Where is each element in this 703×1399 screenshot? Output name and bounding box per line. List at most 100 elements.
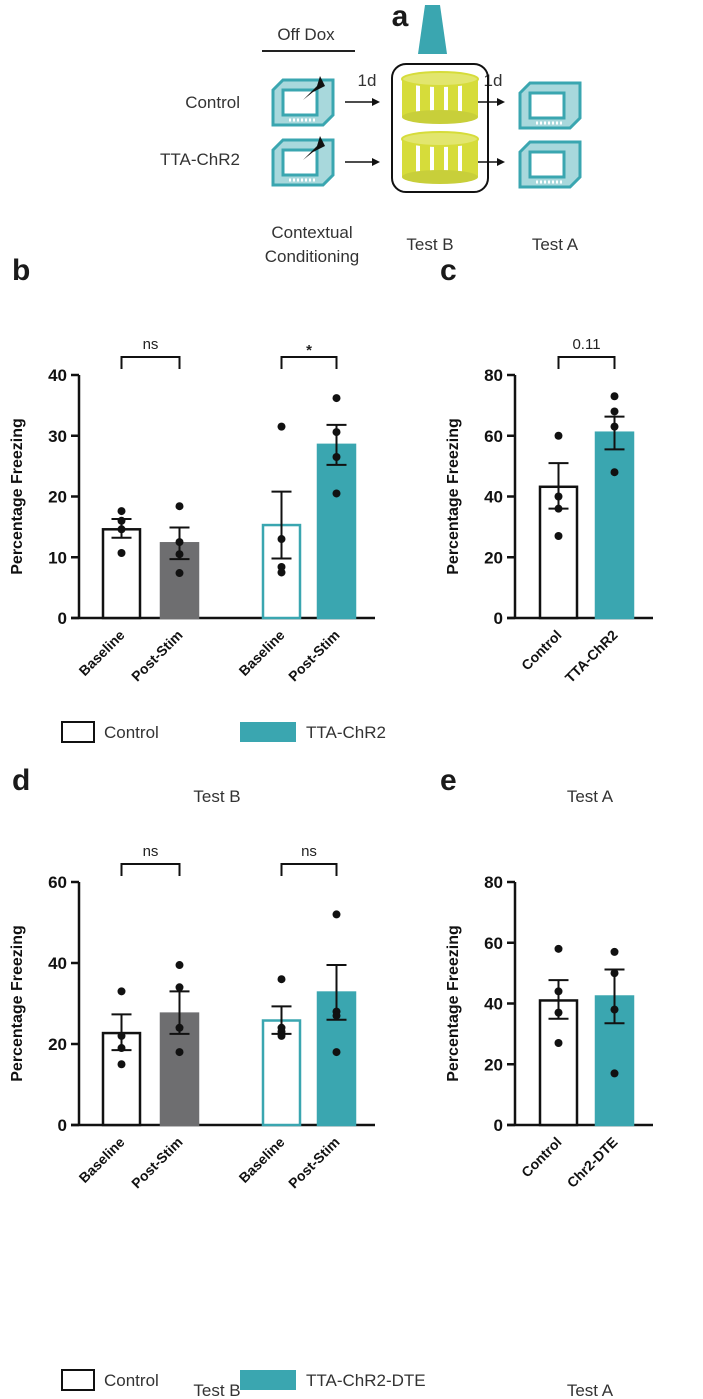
chart-title: Test B [193,787,240,806]
light-cone-icon [418,5,447,54]
data-point [332,1048,341,1057]
stage-label-test-a: Test A [532,235,579,254]
x-tick-label: TTA-ChR2 [562,627,621,686]
significance-label: * [306,342,312,359]
y-tick-label: 0 [58,609,67,628]
y-axis-label: Percentage Freezing [445,925,462,1082]
x-tick-label: Baseline [236,1134,288,1186]
test-b-context-frame [391,63,489,193]
significance-bracket [120,863,181,876]
significance-label: ns [143,336,159,353]
data-point [117,516,126,525]
cage-window [528,91,566,120]
panel-letter-d: d [12,764,30,797]
cylinder-context-icon [401,71,479,124]
data-point [175,569,184,578]
data-point [554,1038,563,1047]
y-tick-label: 0 [58,1116,67,1135]
significance-bracket [280,863,338,876]
y-axis-label: Percentage Freezing [445,418,462,575]
y-tick-label: 60 [484,934,503,953]
significance-label: ns [143,843,159,860]
legend-swatch-treatment [240,1370,296,1390]
data-point [554,504,563,513]
x-tick-label: Baseline [76,627,128,679]
panel-letter-c: c [440,254,457,287]
data-point [175,961,184,970]
y-axis-label: Percentage Freezing [9,418,26,575]
cylinder-top [401,71,479,87]
data-point [175,502,184,511]
data-point [175,983,184,992]
panel-letter-b: b [12,254,30,287]
y-tick-label: 80 [484,873,503,892]
legend-label-treatment: TTA-ChR2 [306,723,386,742]
data-point [610,947,619,956]
data-point [175,550,184,559]
arrow-head-icon [497,158,505,166]
x-tick-label: Chr2-DTE [564,1134,621,1191]
shock-icon [303,136,325,160]
data-point [332,910,341,919]
y-axis-label: Percentage Freezing [9,925,26,1082]
cylinder-top [401,131,479,147]
stage-label-conditioning: Conditioning [265,247,360,266]
y-tick-label: 40 [48,954,67,973]
data-point [610,1069,619,1078]
x-tick-label: Post-Stim [285,627,343,685]
data-point [610,407,619,416]
y-tick-label: 20 [484,1055,503,1074]
data-point [117,525,126,534]
delay-label-1: 1d [358,71,377,90]
arrow-head-icon [372,98,380,106]
chart-c: c 0 20 40 60 80 Percentage Freezing ControlTTA-… [440,254,653,806]
x-tick-label: Baseline [236,627,288,679]
data-point [332,489,341,498]
legend-label-control: Control [104,723,159,742]
off-dox-label: Off Dox [277,25,335,44]
legend-label-treatment: TTA-ChR2-DTE [306,1371,426,1390]
bar-baseline [101,528,142,620]
data-point [554,431,563,440]
cage-window [281,88,319,117]
data-point [554,987,563,996]
x-tick-label: Post-Stim [285,1134,343,1192]
chart-title: Test A [567,787,614,806]
data-point [175,538,184,547]
arrow-head-icon [372,158,380,166]
y-tick-label: 40 [484,995,503,1014]
arrow-head-icon [497,98,505,106]
data-point [117,507,126,516]
y-tick-label: 80 [484,366,503,385]
legend-label-control: Control [104,1371,159,1390]
bar-tta-chr2 [594,431,635,620]
y-tick-label: 60 [484,427,503,446]
data-point [554,531,563,540]
legend-swatch-treatment [240,722,296,742]
data-point [277,422,286,431]
stage-label-test-b: Test B [406,235,453,254]
data-point [277,535,286,544]
significance-bracket [557,356,616,369]
x-tick-label: Control [518,1134,565,1181]
data-point [117,987,126,996]
y-tick-label: 20 [48,488,67,507]
data-point [117,1044,126,1053]
y-tick-label: 40 [484,488,503,507]
data-point [277,975,286,984]
test-a-cage-tta [518,140,582,189]
y-tick-label: 0 [494,1116,503,1135]
y-tick-label: 30 [48,427,67,446]
shock-icon [303,76,325,100]
data-point [175,1048,184,1057]
data-point [332,428,341,437]
data-point [554,1008,563,1017]
significance-label: ns [301,843,317,860]
data-point [117,1060,126,1069]
data-point [610,1005,619,1014]
y-tick-label: 20 [48,1035,67,1054]
data-point [332,1011,341,1020]
